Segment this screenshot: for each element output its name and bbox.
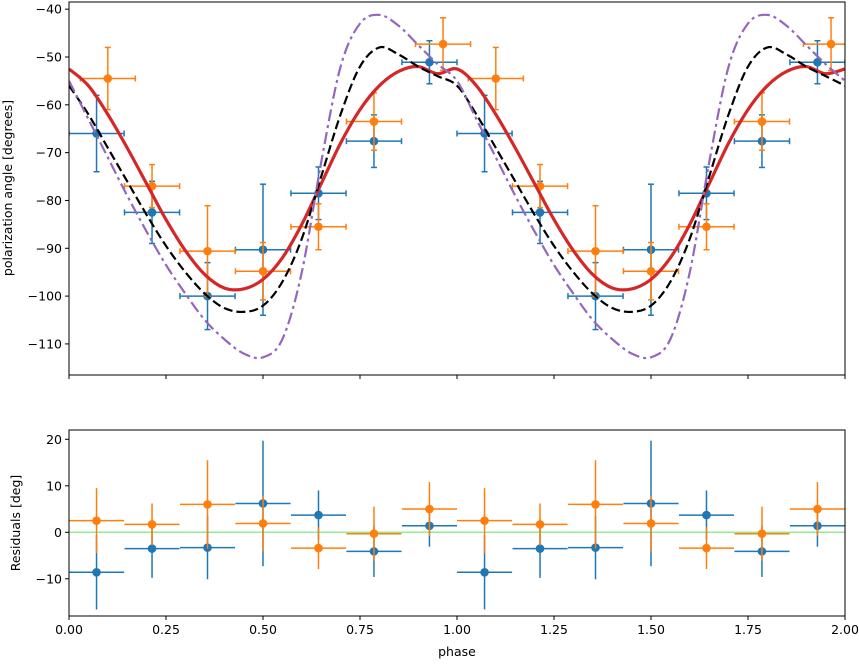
- data-B-point: [567, 204, 624, 298]
- x-tick-label: 1.75: [734, 622, 762, 637]
- top-y-ticks: −110 −100 −90 −80 −70 −60 −50 −40: [28, 2, 69, 351]
- top-y-axis-label: polarization angle [degrees]: [0, 100, 15, 276]
- residuals-B-point: [124, 503, 180, 546]
- data-B-point: [234, 241, 292, 301]
- top-panel: −110 −100 −90 −80 −70 −60 −50 −40 polarization …: [0, 1, 846, 379]
- residuals-B-point: [346, 506, 402, 561]
- bottom-panel: 0.00 0.25 0.50 0.75 1.00 1.25 1.50 1.75 2.00 −10…: [8, 429, 859, 659]
- y-tick-label: −80: [36, 193, 62, 208]
- residuals-B-point: [69, 488, 125, 554]
- bottom-y-axis-label: Residuals [deg]: [8, 475, 23, 572]
- data-B-point: [733, 92, 791, 151]
- y-tick-label: 20: [46, 432, 62, 447]
- y-tick-label: −110: [28, 336, 62, 351]
- model-3-line: [69, 13, 845, 360]
- y-tick-label: −60: [36, 97, 62, 112]
- bottom-x-axis-label: phase: [438, 644, 476, 659]
- residuals-B-point: [457, 488, 513, 554]
- y-tick-label: −70: [36, 145, 62, 160]
- residuals-B-point: [623, 495, 679, 552]
- bottom-plot-area: [69, 440, 845, 610]
- x-tick-label: 1.50: [637, 622, 665, 637]
- data-B-point: [179, 204, 236, 298]
- residuals-B-point: [789, 482, 845, 537]
- residuals-B-point: [290, 527, 347, 570]
- x-tick-label: 0.25: [152, 622, 180, 637]
- residuals-B-point: [567, 460, 624, 549]
- x-tick-label: 0.75: [346, 622, 374, 637]
- residuals-B-point: [235, 495, 291, 552]
- y-tick-label: 0: [54, 525, 62, 540]
- data-B-point: [290, 203, 347, 251]
- y-tick-label: −10: [36, 571, 62, 586]
- bottom-y-ticks: −10 0 10 20: [36, 432, 69, 586]
- x-tick-label: 0.50: [249, 622, 277, 637]
- data-B-point: [414, 17, 472, 72]
- residuals-B-point: [512, 503, 568, 546]
- y-tick-label: −50: [36, 49, 62, 64]
- y-tick-label: −40: [36, 2, 62, 17]
- residuals-B-point: [179, 460, 236, 549]
- x-tick-label: 2.00: [831, 622, 859, 637]
- y-tick-label: −100: [28, 289, 62, 304]
- residuals-B-point: [401, 482, 457, 537]
- y-tick-label: −90: [36, 241, 62, 256]
- residuals-A-point: [290, 490, 347, 540]
- model-2-line: [69, 45, 845, 314]
- x-tick-label: 1.00: [443, 622, 471, 637]
- top-plot-area: [69, 13, 845, 360]
- data-B-point: [511, 163, 569, 209]
- data-A-point: [511, 180, 569, 245]
- bottom-x-ticks: 0.00 0.25 0.50 0.75 1.00 1.25 1.50 1.75 2.00: [55, 616, 859, 637]
- data-B-point: [622, 241, 680, 301]
- x-tick-label: 1.25: [540, 622, 568, 637]
- top-x-ticks: [68, 375, 846, 379]
- residuals-B-point: [734, 506, 790, 561]
- best-fit-model-line: [69, 64, 845, 292]
- x-tick-label: 0.00: [55, 622, 83, 637]
- y-tick-label: 10: [46, 478, 62, 493]
- data-B-point: [345, 92, 403, 151]
- residuals-B-point: [678, 527, 735, 570]
